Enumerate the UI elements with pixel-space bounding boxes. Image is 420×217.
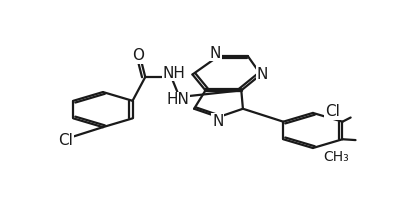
Text: HN: HN [166, 92, 189, 107]
Text: N: N [257, 67, 268, 82]
Text: O: O [132, 48, 144, 63]
Text: N: N [210, 46, 221, 61]
Text: Cl: Cl [325, 104, 340, 119]
Text: NH: NH [163, 66, 185, 81]
Text: N: N [212, 114, 223, 129]
Text: CH₃: CH₃ [323, 150, 349, 164]
Text: Cl: Cl [58, 133, 73, 148]
